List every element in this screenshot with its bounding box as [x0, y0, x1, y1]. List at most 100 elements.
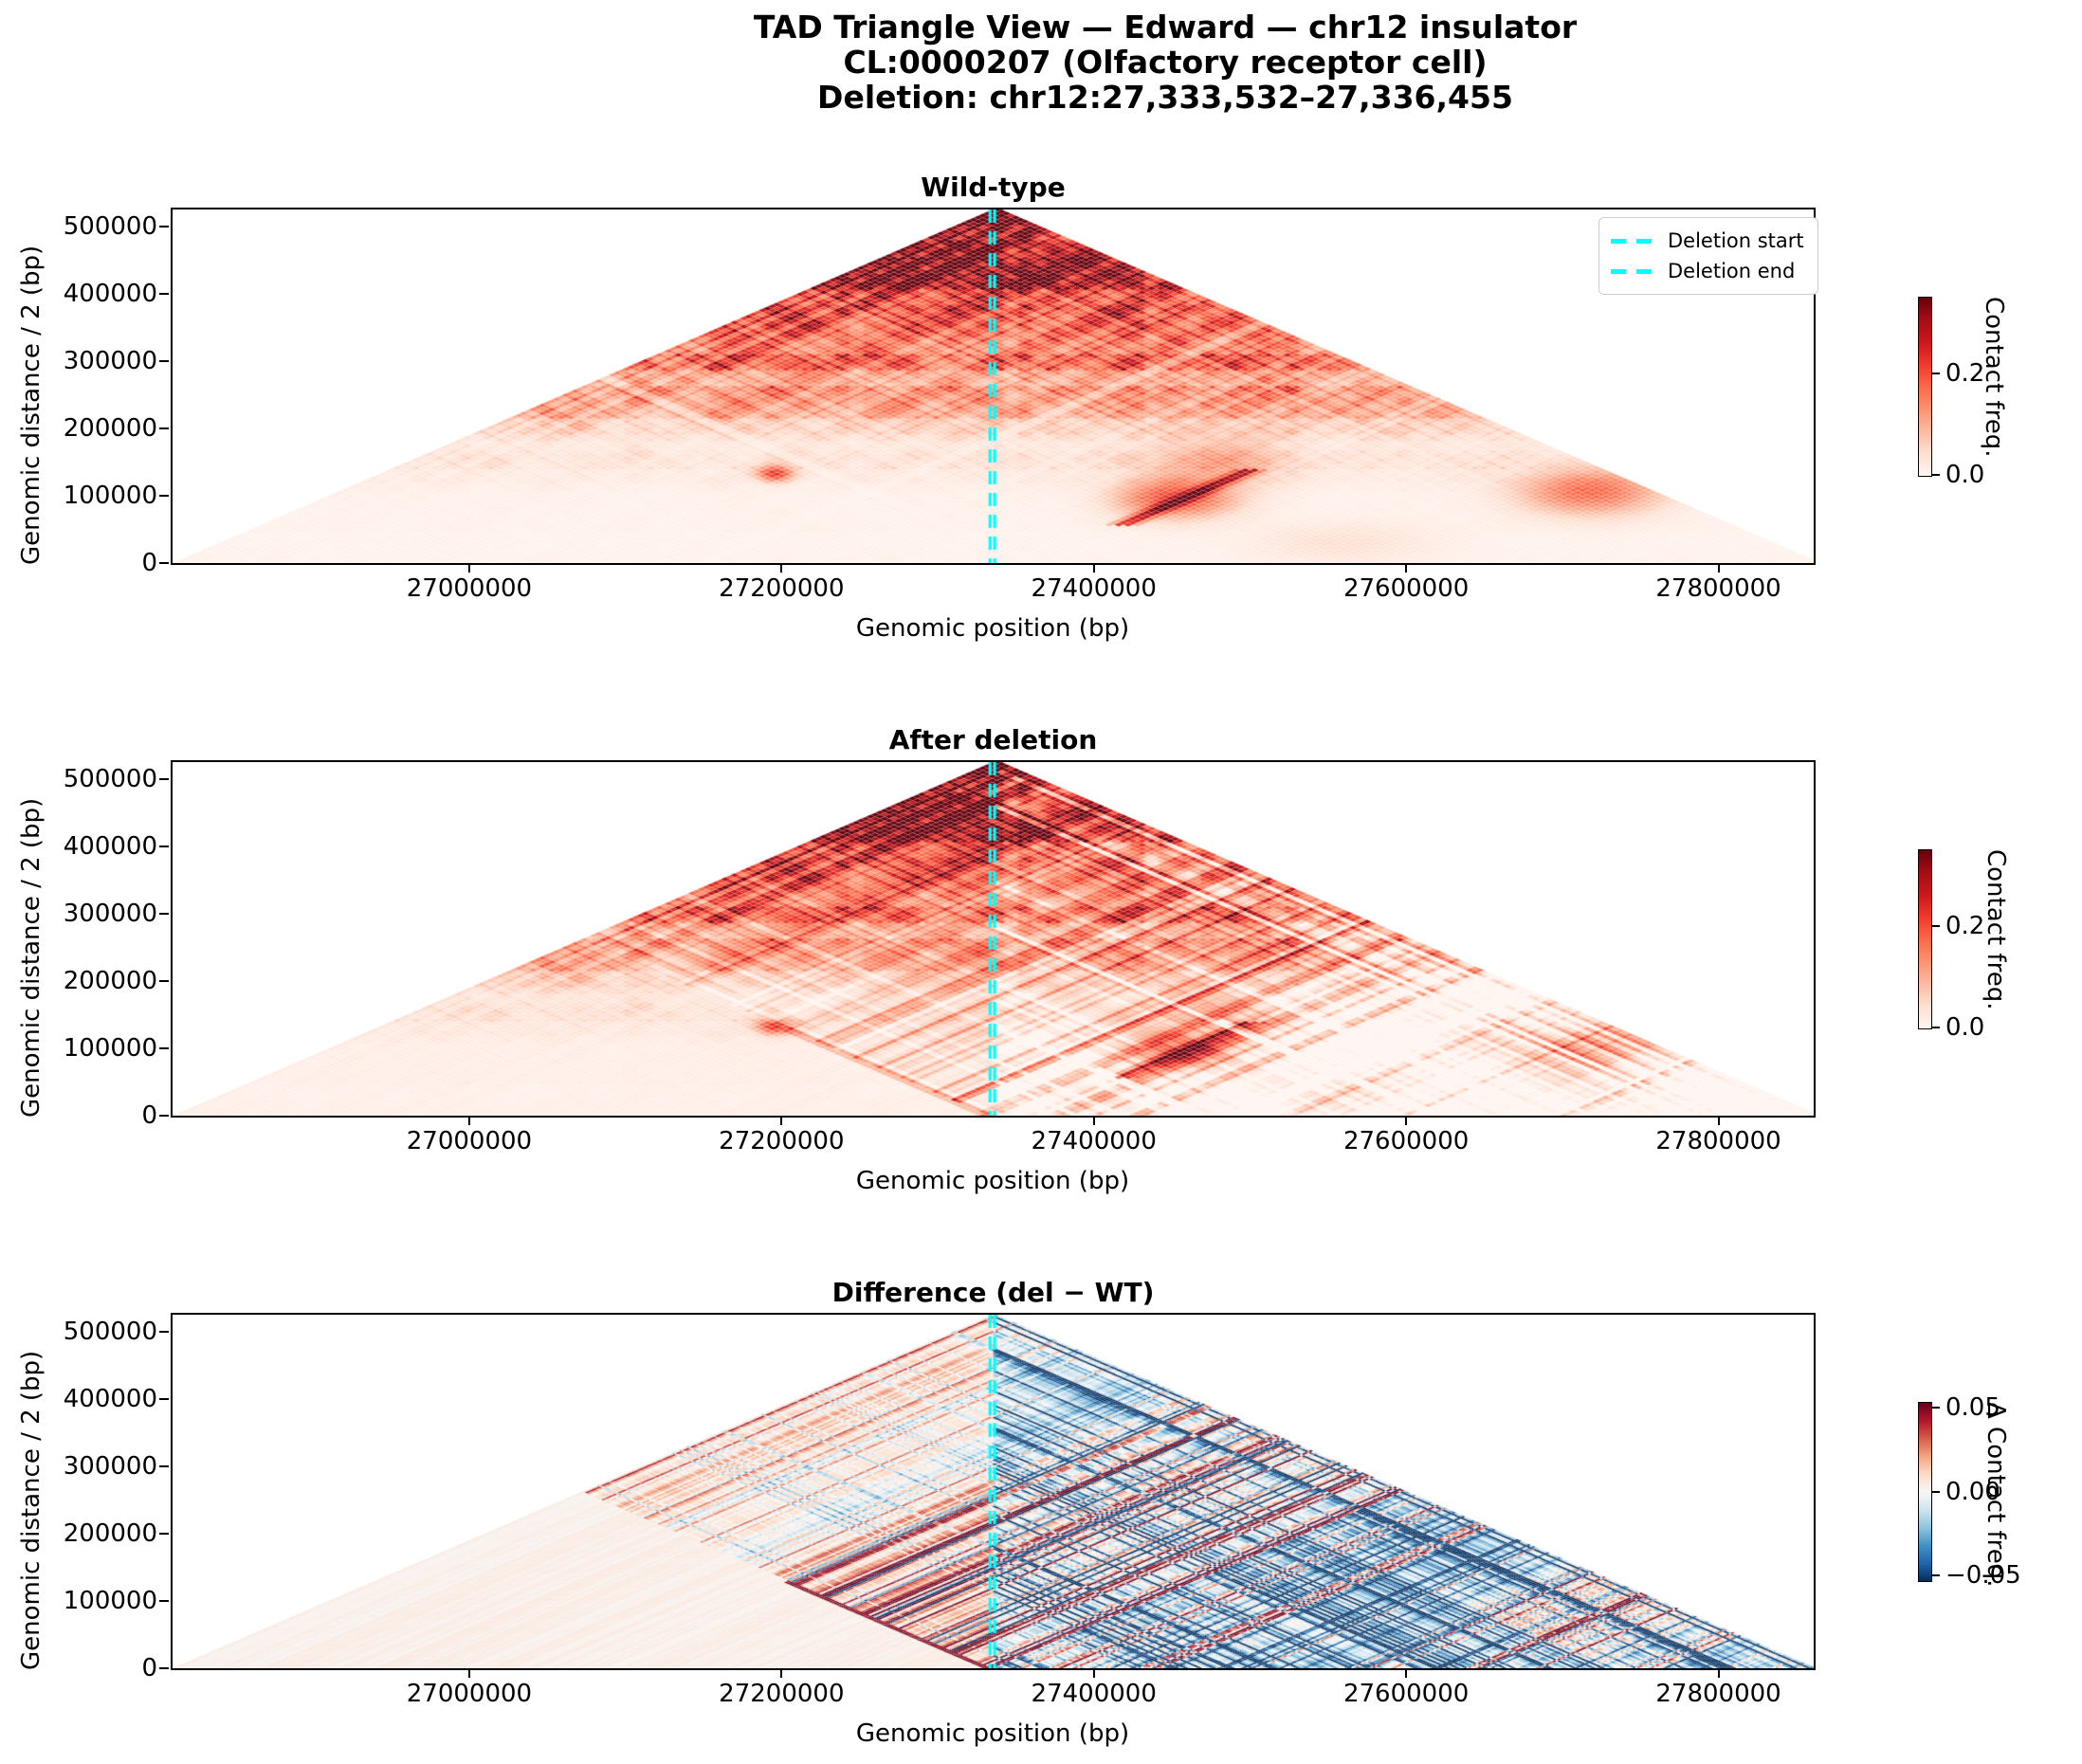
y-axis-label-after-deletion: Genomic distance / 2 (bp): [17, 797, 46, 1118]
x-axis-label-wildtype: Genomic position (bp): [855, 614, 1130, 643]
x-tick-mark: [467, 1116, 470, 1125]
y-tick-mark: [159, 1330, 169, 1333]
panel-title-difference: Difference (del − WT): [831, 1277, 1155, 1308]
y-tick-mark: [159, 1532, 169, 1535]
y-tick-mark: [159, 845, 169, 847]
colorbar-wildtype: [1918, 297, 1932, 477]
y-tick-mark: [159, 292, 169, 295]
y-tick-mark: [159, 427, 169, 429]
deletion-start-line-sample: [1611, 238, 1654, 244]
colorbar-label-wildtype: Contact freq.: [1980, 297, 2008, 458]
legend-item-deletion-start: Deletion start: [1611, 226, 1804, 256]
x-tick-label: 27800000: [1655, 1127, 1781, 1155]
colorbar-tick-label: 0.00: [1945, 1477, 2000, 1506]
figure-title-line2: CL:0000207 (Olfactory receptor cell): [843, 44, 1488, 81]
x-tick-label: 27600000: [1342, 574, 1470, 603]
colorbar-tick-mark: [1931, 1027, 1940, 1028]
legend-item-deletion-end: Deletion end: [1611, 256, 1804, 286]
colorbar-after-deletion: [1918, 849, 1932, 1029]
x-tick-mark: [1717, 563, 1720, 573]
heatmap-canvas-after-deletion: [173, 762, 1814, 1116]
y-tick-label: 500000: [63, 1317, 157, 1346]
x-tick-label: 27400000: [1031, 574, 1157, 603]
colorbar-tick-label: 0.2: [1945, 912, 1985, 941]
legend: Deletion start Deletion end: [1598, 217, 1818, 295]
x-tick-mark: [780, 563, 783, 573]
y-tick-label: 100000: [63, 481, 157, 510]
colorbar-tick-mark: [1931, 1490, 1940, 1493]
y-tick-mark: [159, 1464, 169, 1467]
y-tick-mark: [159, 359, 169, 362]
x-tick-label: 27800000: [1655, 1680, 1781, 1708]
colorbar-label-after-deletion: Contact freq.: [1982, 849, 2010, 1010]
x-tick-label: 27600000: [1342, 1680, 1470, 1708]
legend-label-deletion-end: Deletion end: [1668, 260, 1796, 282]
colorbar-tick-mark: [1931, 474, 1940, 476]
figure-title-line3: Deletion: chr12:27,333,532–27,336,455: [817, 79, 1513, 116]
x-tick-mark: [780, 1116, 783, 1125]
x-tick-mark: [1405, 563, 1408, 573]
panel-title-after-deletion: After deletion: [888, 724, 1098, 755]
y-tick-mark: [159, 1046, 169, 1049]
y-axis-label-wildtype: Genomic distance / 2 (bp): [17, 245, 46, 565]
colorbar-gradient-wildtype: [1919, 298, 1931, 476]
y-tick-label: 500000: [63, 764, 157, 793]
x-axis-label-after-deletion: Genomic position (bp): [855, 1167, 1130, 1195]
colorbar-tick-mark: [1931, 373, 1940, 375]
colorbar-label-difference: Δ Contact freq.: [1982, 1402, 2010, 1588]
x-tick-mark: [1092, 563, 1095, 573]
y-tick-mark: [159, 562, 169, 564]
y-tick-label: 400000: [63, 279, 157, 308]
x-tick-mark: [1092, 1668, 1095, 1678]
x-tick-label: 27200000: [719, 574, 845, 603]
colorbar-difference: [1918, 1402, 1932, 1582]
y-tick-mark: [159, 979, 169, 982]
y-tick-label: 400000: [63, 831, 157, 861]
x-tick-mark: [1405, 1116, 1408, 1125]
y-tick-mark: [159, 1599, 169, 1602]
colorbar-tick-label: 0.0: [1945, 461, 1985, 489]
y-tick-mark: [159, 912, 169, 915]
x-tick-label: 27000000: [406, 1127, 533, 1155]
x-tick-mark: [467, 563, 470, 573]
x-tick-mark: [1717, 1668, 1720, 1678]
y-tick-label: 300000: [63, 899, 157, 928]
y-tick-mark: [159, 225, 169, 227]
colorbar-tick-label: 0.05: [1945, 1393, 2000, 1423]
x-tick-label: 27000000: [406, 1680, 533, 1708]
colorbar-tick-mark: [1931, 925, 1940, 928]
figure-title-line1: TAD Triangle View — Edward — chr12 insul…: [753, 9, 1578, 45]
x-tick-mark: [467, 1668, 470, 1678]
axes-after-deletion: [171, 760, 1816, 1118]
x-axis-label-difference: Genomic position (bp): [855, 1719, 1130, 1748]
legend-label-deletion-start: Deletion start: [1668, 229, 1804, 252]
y-tick-label: 0: [141, 1101, 157, 1130]
x-tick-label: 27400000: [1031, 1680, 1157, 1708]
y-axis-label-difference: Genomic distance / 2 (bp): [17, 1350, 46, 1670]
y-tick-label: 100000: [63, 1586, 157, 1615]
heatmap-canvas-difference: [173, 1315, 1814, 1668]
x-tick-label: 27600000: [1342, 1127, 1470, 1155]
x-tick-label: 27200000: [719, 1127, 845, 1155]
deletion-end-line-sample: [1611, 268, 1654, 274]
colorbar-tick-label: −0.05: [1945, 1560, 2021, 1590]
colorbar-tick-mark: [1931, 1573, 1940, 1576]
y-tick-mark: [159, 1397, 169, 1400]
x-tick-label: 27800000: [1655, 574, 1781, 603]
y-tick-label: 200000: [63, 966, 157, 995]
colorbar-gradient-difference: [1919, 1403, 1931, 1581]
axes-difference: [171, 1313, 1816, 1670]
x-tick-label: 27200000: [719, 1680, 845, 1708]
colorbar-tick-label: 0.0: [1945, 1013, 1985, 1042]
y-tick-label: 200000: [63, 413, 157, 443]
y-tick-label: 300000: [63, 1451, 157, 1481]
axes-wildtype: [171, 208, 1816, 565]
colorbar-tick-label: 0.2: [1945, 359, 1985, 389]
y-tick-label: 400000: [63, 1384, 157, 1413]
x-tick-label: 27000000: [406, 574, 533, 603]
x-tick-mark: [1717, 1116, 1720, 1125]
colorbar-tick-mark: [1931, 1407, 1940, 1409]
y-tick-label: 0: [141, 1654, 157, 1682]
y-tick-mark: [159, 1667, 169, 1669]
